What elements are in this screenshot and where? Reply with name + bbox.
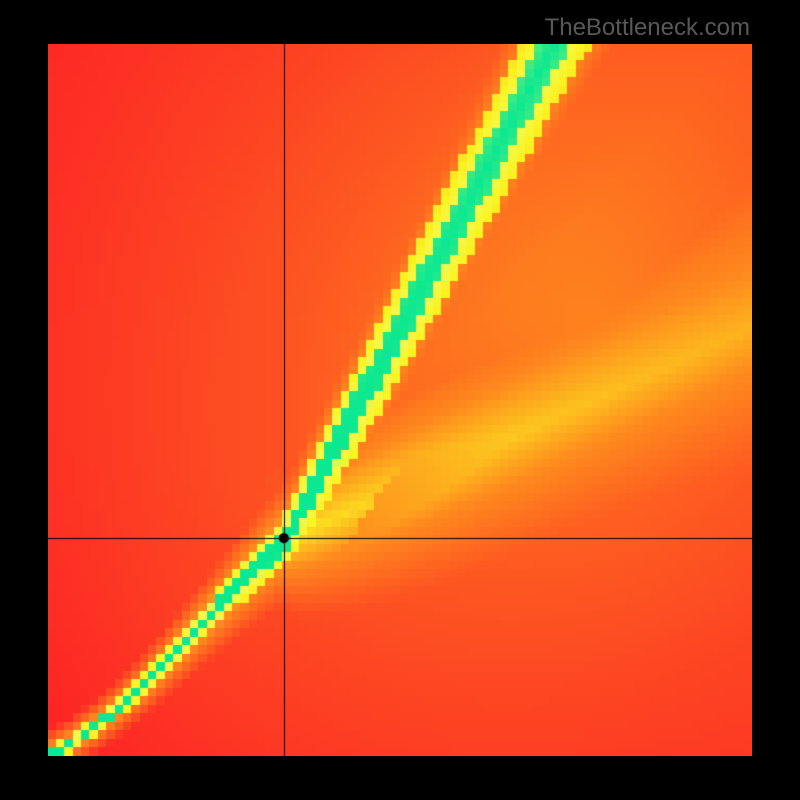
chart-container: TheBottleneck.com bbox=[0, 0, 800, 800]
watermark-text: TheBottleneck.com bbox=[545, 14, 750, 42]
bottleneck-heatmap bbox=[48, 44, 752, 756]
